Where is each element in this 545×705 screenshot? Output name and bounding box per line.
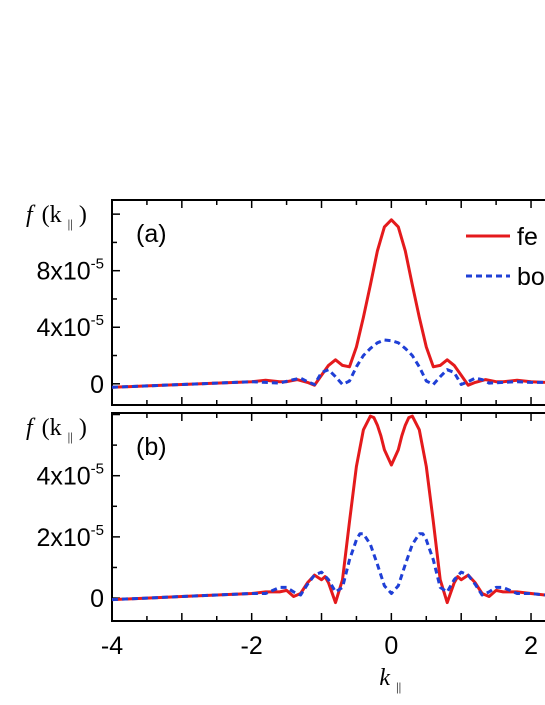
y-tick-label: 4x10-5 xyxy=(36,461,104,491)
y-label-arg: (k xyxy=(42,202,62,228)
x-label-sub: || xyxy=(396,679,401,694)
panel-b-series xyxy=(111,414,545,605)
panel-b-frame xyxy=(111,412,545,622)
x-axis-label: k || xyxy=(379,665,401,694)
svg-text:f (k ||: f (k || ) xyxy=(26,202,87,234)
panel-b-y-axis-label: f (k || ) xyxy=(26,415,87,447)
x-tick-label: 0 xyxy=(384,632,398,660)
panel-b-y-tick-labels: 0 2x10-5 4x10-5 xyxy=(36,461,104,613)
x-tick-label: 2 xyxy=(524,632,538,660)
legend-fe-label: fe xyxy=(517,223,538,251)
panel-a-tag: (a) xyxy=(136,220,167,248)
series-bo-line xyxy=(111,338,545,389)
y-tick-label: 2x10-5 xyxy=(36,522,104,552)
series-bo-line xyxy=(111,532,545,602)
panel-b-tag: (b) xyxy=(136,433,167,461)
panel-a-series xyxy=(111,218,545,389)
panel-a: 0 4x10-5 8x10-5 (a) f (k || ) fe bo xyxy=(26,199,545,406)
legend: fe bo xyxy=(466,223,545,291)
y-tick-label: 4x10-5 xyxy=(36,312,104,342)
panel-b-ticks xyxy=(111,413,532,621)
panel-a-frame xyxy=(111,199,545,406)
x-tick-labels: -4 -2 0 2 xyxy=(101,632,538,660)
y-label-f: f xyxy=(26,415,36,441)
y-label-sub: || xyxy=(68,429,73,444)
panel-a-ticks xyxy=(111,200,532,405)
y-label-arg: (k xyxy=(42,415,62,441)
series-fe-line xyxy=(111,218,545,389)
x-tick-label: -2 xyxy=(241,632,263,660)
panel-b: 0 2x10-5 4x10-5 -4 -2 0 2 (b) f (k || ) k || xyxy=(26,412,545,694)
legend-bo-label: bo xyxy=(517,263,545,291)
y-tick-label: 0 xyxy=(90,585,104,613)
y-tick-label: 8x10-5 xyxy=(36,256,104,286)
series-fe-line xyxy=(111,414,545,605)
y-label-sub: || xyxy=(68,216,73,231)
svg-text:k ||: k || xyxy=(379,665,401,694)
y-label-close: ) xyxy=(79,202,87,228)
panel-a-y-tick-labels: 0 4x10-5 8x10-5 xyxy=(36,256,104,399)
svg-text:f (k ||: f (k || ) xyxy=(26,415,87,447)
x-tick-label: -4 xyxy=(101,632,123,660)
y-label-close: ) xyxy=(79,415,87,441)
y-tick-label: 0 xyxy=(90,371,104,399)
x-label-k: k xyxy=(379,665,390,691)
y-label-f: f xyxy=(26,202,36,228)
panel-a-y-axis-label: f (k || ) xyxy=(26,202,87,234)
